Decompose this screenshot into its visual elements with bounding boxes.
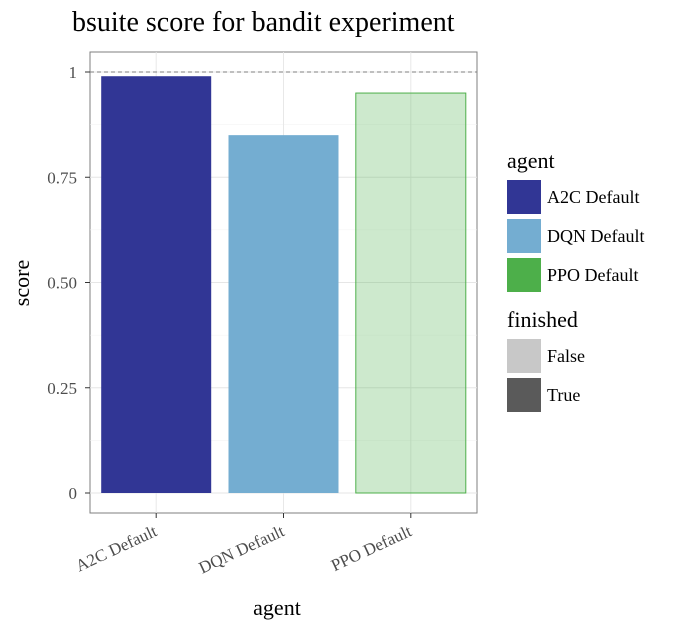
legend-label: False (547, 346, 585, 366)
y-axis-title: score (9, 260, 34, 306)
legend-key (507, 219, 541, 253)
legend-label: PPO Default (547, 265, 639, 285)
y-axis: 0 0.25 0.50 0.75 1 (47, 63, 90, 503)
legend-label: A2C Default (547, 187, 639, 207)
x-tick-label: PPO Default (328, 521, 415, 575)
y-tick-label: 0.25 (47, 379, 77, 398)
x-tick-label: DQN Default (196, 521, 288, 577)
plot-area: 0 0.25 0.50 0.75 1 A2C Default DQN Default PPO… (47, 51, 478, 578)
legend: agent A2C Default DQN Default PPO Default fi… (507, 148, 644, 412)
bar-dqn-default (228, 135, 339, 493)
bar-ppo-default (355, 92, 467, 494)
x-axis-title: agent (253, 595, 301, 620)
legend-key (507, 378, 541, 412)
bars (101, 76, 467, 494)
y-tick-label: 0 (69, 484, 78, 503)
legend-key (507, 258, 541, 292)
legend-title: agent (507, 148, 555, 173)
legend-label: DQN Default (547, 226, 644, 246)
x-tick-label: A2C Default (73, 521, 160, 575)
y-tick-label: 0.50 (47, 274, 77, 293)
legend-label: True (547, 385, 580, 405)
chart-title: bsuite score for bandit experiment (72, 7, 455, 38)
y-tick-label: 0.75 (47, 168, 77, 187)
x-axis: A2C Default DQN Default PPO Default (73, 513, 415, 578)
bar-a2c-default (101, 76, 212, 494)
legend-key (507, 180, 541, 214)
legend-title: finished (507, 307, 578, 332)
legend-key (507, 339, 541, 373)
y-tick-label: 1 (69, 63, 78, 82)
